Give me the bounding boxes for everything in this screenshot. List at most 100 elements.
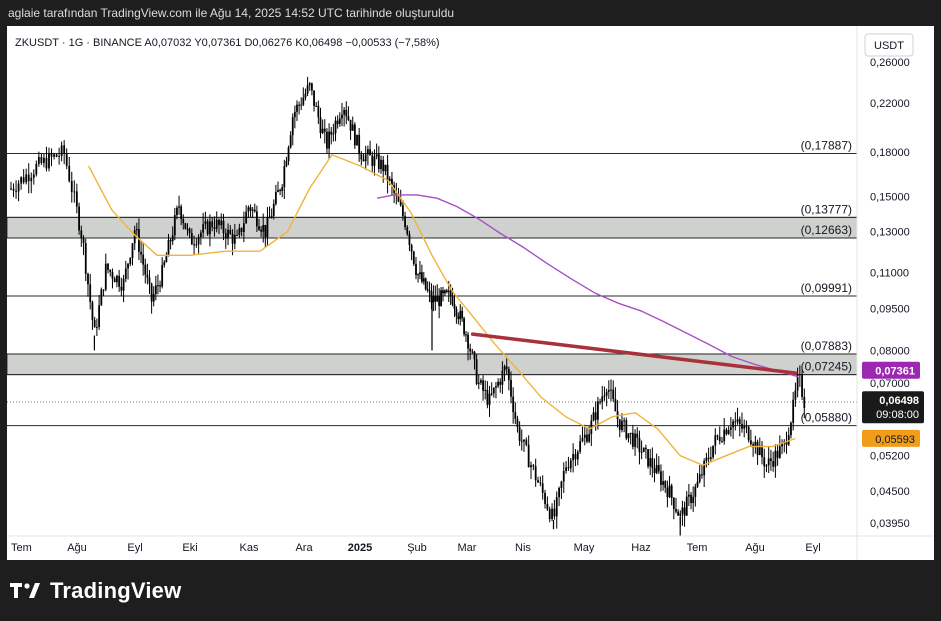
candle-body <box>444 290 446 294</box>
candle-body <box>163 262 166 266</box>
candle-body <box>770 458 772 462</box>
candle-body <box>338 118 341 124</box>
candle-body <box>349 119 352 131</box>
price-tick-label: 0,05200 <box>870 451 910 463</box>
descending-trendline <box>470 332 798 375</box>
candle-body <box>581 437 584 442</box>
candle-body <box>683 507 686 516</box>
candle-body <box>453 304 456 309</box>
price-badges: 0,07361 0,06498 09:08:00 0,05593 <box>862 361 924 447</box>
candle-body <box>366 149 369 155</box>
candle-body <box>677 511 680 516</box>
candle-body <box>507 368 510 380</box>
price-axis[interactable]: 0,26000 0,22000 0,18000 0,15000 0,13000 0,110… <box>870 57 910 530</box>
price-chart[interactable]: (0,17887) (0,13777) (0,12663) (0,09991) (0,0… <box>6 26 934 560</box>
time-tick-label: 2025 <box>348 542 372 554</box>
candle-body <box>657 465 660 472</box>
candle-body <box>406 227 409 235</box>
candle-body <box>176 207 178 216</box>
time-tick-label: Ağu <box>67 542 87 554</box>
candle-body <box>420 272 423 282</box>
candle-body <box>465 334 467 336</box>
candle-body <box>449 290 452 297</box>
candle-body <box>583 434 586 438</box>
candle-body <box>442 290 444 294</box>
candle-body <box>224 233 227 239</box>
currency-button[interactable] <box>864 33 914 57</box>
candle-body <box>233 234 236 244</box>
candle-body <box>605 391 608 396</box>
candle-body <box>277 190 279 193</box>
candle-body <box>763 457 766 467</box>
candle-body <box>588 434 591 442</box>
chart-panel[interactable]: (0,17887) (0,13777) (0,12663) (0,09991) (0,0… <box>6 26 934 560</box>
candle-body <box>238 227 241 235</box>
candle-body <box>107 263 109 270</box>
candle-body <box>362 159 365 162</box>
candle-body <box>186 228 189 230</box>
candle-body <box>636 433 639 438</box>
time-tick-label: Şub <box>407 542 427 554</box>
candle-body <box>482 380 484 391</box>
trend-layer[interactable] <box>470 332 798 375</box>
candle-body <box>544 492 546 504</box>
price-tick-label: 0,22000 <box>870 98 910 110</box>
candle-body <box>315 105 318 107</box>
ma-short-line <box>87 153 796 467</box>
candle-body <box>787 435 790 445</box>
candle-body <box>451 296 454 305</box>
candle-body <box>631 432 634 447</box>
candle-body <box>701 474 703 476</box>
level-label: (0,13777) <box>801 202 852 216</box>
candle-body <box>621 420 623 431</box>
candle-body <box>384 164 387 172</box>
candle-body <box>592 412 595 421</box>
candle-body <box>283 166 286 188</box>
candle-body <box>690 494 692 503</box>
candle-body <box>510 379 512 397</box>
candle-body <box>404 216 406 228</box>
candle-body <box>440 290 442 306</box>
candle-body <box>801 374 803 397</box>
candle-body <box>231 233 234 244</box>
candle-body <box>78 206 80 231</box>
candle-body <box>300 104 303 106</box>
candle-body <box>741 423 743 429</box>
time-tick-label: Eyl <box>127 542 142 554</box>
time-tick-label: Ara <box>295 542 313 554</box>
candle-body <box>199 232 202 237</box>
candle-body <box>15 190 17 192</box>
candle-body <box>601 396 604 402</box>
level-label: (0,07883) <box>801 339 852 353</box>
candle-body <box>694 486 697 497</box>
brand-name: TradingView <box>50 578 182 603</box>
candle-body <box>251 209 254 211</box>
candle-body <box>180 206 183 220</box>
candle-body <box>159 285 161 287</box>
candle-body <box>428 290 431 292</box>
candle-body <box>279 190 282 192</box>
ma-layer <box>87 153 799 467</box>
candle-body <box>116 275 118 283</box>
candle-body <box>712 445 714 458</box>
candle-body <box>703 460 706 476</box>
candle-body <box>268 217 271 219</box>
candle-body <box>171 235 174 242</box>
candle-body <box>503 366 506 371</box>
candle-body <box>157 285 159 287</box>
candle-body <box>426 289 429 291</box>
ma-price-badge-text: 0,05593 <box>875 434 915 446</box>
brand-footer[interactable]: TradingView <box>10 576 181 606</box>
candle-body <box>734 421 737 423</box>
candle-body <box>553 508 556 517</box>
time-axis[interactable]: Tem Ağu Eyl Eki Kas Ara 2025 Şub Mar Nis May Haz Tem… <box>11 542 821 554</box>
candle-body <box>98 305 101 328</box>
candle-body <box>218 219 220 226</box>
candle-body <box>518 427 521 441</box>
candle-body <box>124 268 127 279</box>
candle-body <box>527 444 530 468</box>
candle-body <box>373 156 376 166</box>
candle-body <box>48 153 50 169</box>
candle-body <box>436 295 439 302</box>
candle-body <box>343 109 346 115</box>
